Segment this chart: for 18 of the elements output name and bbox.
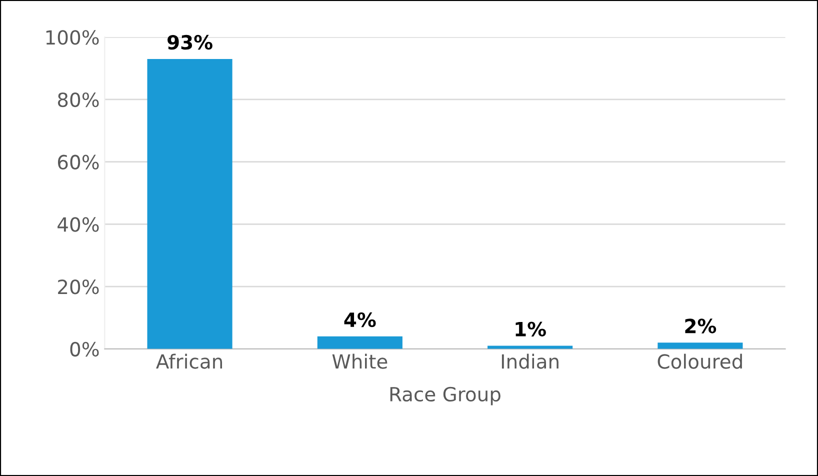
x-axis-title: Race Group: [390, 386, 500, 406]
y-tick-label: 0%: [70, 342, 99, 357]
x-tick-label: Coloured: [658, 354, 742, 369]
y-tick-label: 40%: [58, 217, 99, 232]
y-tick-label: 80%: [58, 92, 99, 108]
x-tick-label: African: [156, 354, 222, 369]
y-tick-label: 60%: [58, 154, 99, 170]
data-label: 4%: [344, 312, 376, 328]
data-label: 2%: [685, 318, 716, 334]
data-label: 1%: [516, 322, 546, 336]
bar: [658, 342, 743, 349]
bar: [317, 336, 402, 349]
bar: [147, 58, 232, 349]
y-tick-label: 20%: [58, 280, 99, 294]
x-tick-label: White: [332, 354, 388, 369]
x-tick-label: Indian: [502, 354, 558, 369]
y-tick-label: 100%: [46, 30, 99, 45]
data-label: 93%: [168, 34, 212, 50]
